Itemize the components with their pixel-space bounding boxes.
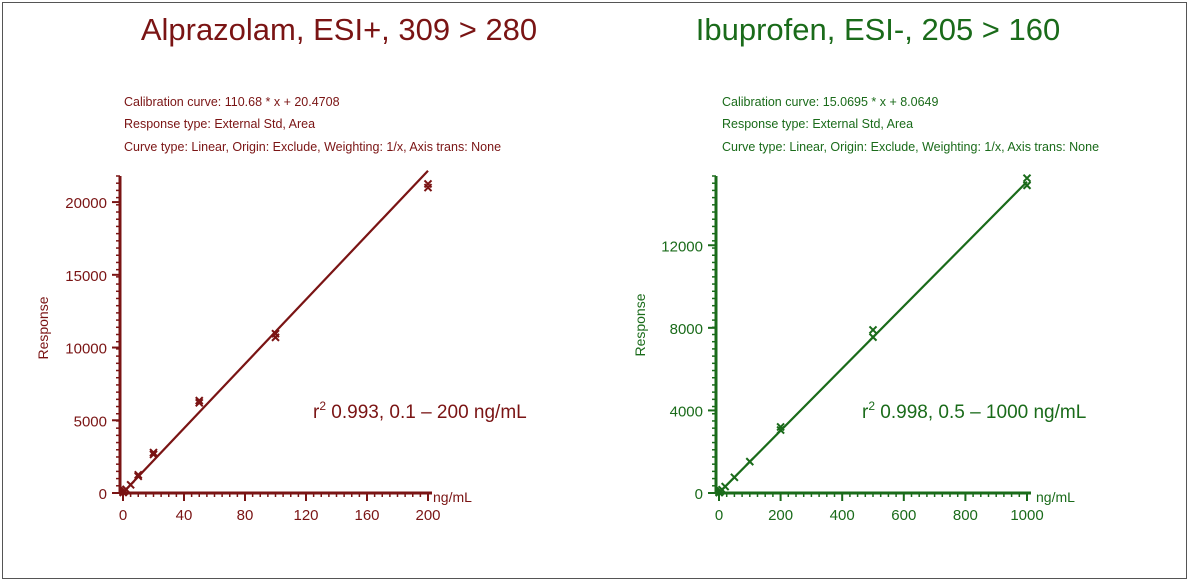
data-point — [271, 329, 280, 338]
x-tick-label: 400 — [830, 507, 855, 524]
x-tick-label: 160 — [354, 507, 379, 524]
x-tick-label: 200 — [768, 507, 793, 524]
data-point — [126, 480, 135, 490]
data-point — [720, 482, 730, 491]
data-point — [776, 425, 785, 435]
data-point — [423, 179, 433, 189]
data-point — [745, 457, 755, 466]
alprazolam-chart: Alprazolam, ESI+, 309 > 280 Calibration … — [35, 12, 537, 524]
data-point — [776, 422, 785, 432]
data-point — [134, 472, 143, 481]
y-tick-label: 12000 — [661, 238, 703, 255]
response-type-text: Response type: External Std, Area — [124, 117, 315, 131]
chart-title: Ibuprofen, ESI-, 205 > 160 — [696, 12, 1061, 47]
x-tick-label: 80 — [237, 507, 254, 524]
x-tick-label: 1000 — [1010, 507, 1043, 524]
axes — [708, 175, 1031, 501]
tick-labels: 0 40 80 120 160 200 0 5000 10000 15000 20000 — [65, 195, 440, 524]
data-point — [1022, 181, 1032, 190]
calibration-curve-text: Calibration curve: 110.68 * x + 20.4708 — [124, 95, 340, 109]
data-point — [195, 398, 204, 408]
x-axis-unit-label: ng/mL — [433, 489, 472, 505]
x-tick-label: 120 — [293, 507, 318, 524]
y-tick-label: 0 — [99, 486, 107, 503]
data-point — [134, 470, 143, 480]
data-points — [714, 173, 1032, 497]
fit-line — [122, 169, 429, 494]
x-tick-label: 40 — [176, 507, 193, 524]
y-tick-label: 0 — [695, 486, 703, 503]
y-axis-label: Response — [35, 296, 51, 359]
data-points — [118, 179, 433, 497]
r-squared-annotation: r2 0.993, 0.1 – 200 ng/mL — [313, 399, 527, 423]
x-tick-label: 0 — [119, 507, 127, 524]
calibration-curve-text: Calibration curve: 15.0695 * x + 8.0649 — [722, 95, 939, 109]
x-tick-label: 0 — [715, 507, 723, 524]
x-axis-unit-label: ng/mL — [1036, 489, 1075, 505]
curve-type-text: Curve type: Linear, Origin: Exclude, Wei… — [722, 140, 1099, 154]
chart-title: Alprazolam, ESI+, 309 > 280 — [141, 12, 537, 47]
axes — [112, 175, 432, 501]
ibuprofen-chart: Ibuprofen, ESI-, 205 > 160 Calibration c… — [632, 12, 1099, 524]
x-tick-label: 800 — [953, 507, 978, 524]
y-tick-label: 20000 — [65, 195, 107, 212]
data-point — [149, 450, 158, 459]
data-point — [1022, 173, 1032, 183]
x-tick-label: 600 — [891, 507, 916, 524]
fit-line-group — [122, 169, 429, 494]
data-point — [195, 396, 204, 405]
curve-type-text: Curve type: Linear, Origin: Exclude, Wei… — [124, 140, 501, 154]
y-tick-label: 15000 — [65, 268, 107, 285]
y-tick-label: 5000 — [74, 413, 107, 430]
y-tick-label: 8000 — [670, 321, 703, 338]
y-tick-label: 10000 — [65, 341, 107, 358]
data-point — [868, 332, 878, 342]
x-tick-label: 200 — [415, 507, 440, 524]
data-point — [868, 325, 878, 335]
r-squared-annotation: r2 0.998, 0.5 – 1000 ng/mL — [862, 399, 1086, 423]
data-point — [149, 448, 158, 457]
data-point — [730, 473, 739, 482]
tick-labels: 0 200 400 600 800 1000 0 4000 8000 12000 — [661, 238, 1043, 524]
y-axis-label: Response — [632, 293, 648, 356]
y-tick-label: 4000 — [670, 403, 703, 420]
response-type-text: Response type: External Std, Area — [722, 117, 913, 131]
